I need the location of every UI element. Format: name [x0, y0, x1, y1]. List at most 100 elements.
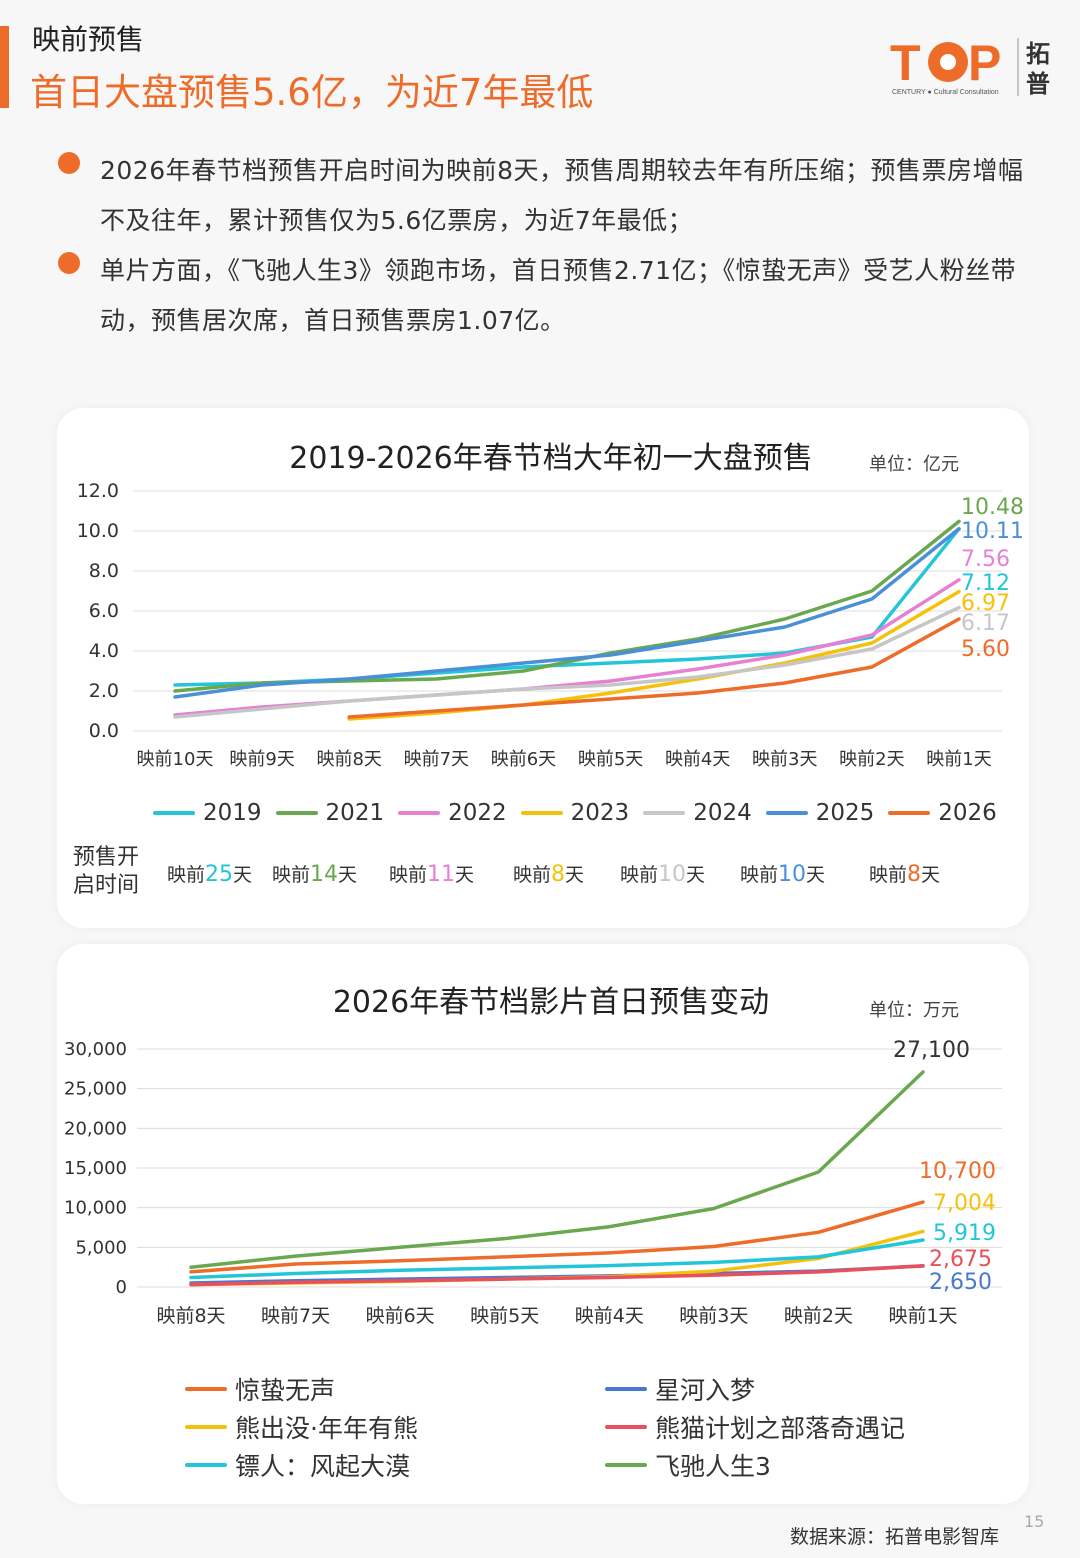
presale-suffix: 天	[338, 864, 358, 886]
y-tick-label: 5,000	[75, 1237, 127, 1258]
legend-label: 惊蛰无声	[235, 1376, 336, 1405]
legend-swatch	[185, 1463, 227, 1467]
legend-item: 星河入梦	[605, 1372, 1005, 1406]
chart-unit: 单位：亿元	[869, 454, 959, 475]
legend-swatch	[605, 1463, 647, 1467]
legend-swatch	[153, 811, 195, 815]
legend-label: 2021	[325, 800, 385, 826]
data-label: 7.56	[961, 547, 1010, 572]
y-tick-label: 0.0	[89, 720, 119, 742]
series-line-2026	[347, 617, 961, 719]
presale-days: 14	[310, 862, 339, 887]
y-tick-label: 10.0	[77, 520, 119, 542]
data-label: 7.12	[961, 571, 1010, 596]
legend-swatch	[888, 811, 931, 815]
presale-start-item: 映前25天	[167, 860, 252, 887]
presale-start-item: 映前11天	[389, 860, 474, 887]
legend-label: 2019	[203, 800, 262, 826]
presale-prefix: 映前	[740, 864, 779, 886]
legend-item: 熊猫计划之部落奇遇记	[605, 1410, 1005, 1444]
data-label: 5,919	[933, 1221, 996, 1246]
presale-start-item: 映前8天	[869, 860, 940, 887]
chart-film-presale: 2026年春节档影片首日预售变动 单位：万元 30,000 25,000 20,00…	[64, 985, 1002, 1327]
presale-days: 25	[205, 862, 234, 887]
x-tick-label: 映前2天	[784, 1305, 853, 1327]
chart-legend: 2019 2021 2022 2023 2024 2025 2026	[153, 800, 997, 826]
x-tick-label: 映前5天	[470, 1305, 539, 1327]
presale-suffix: 天	[686, 864, 706, 886]
presale-prefix: 映前	[389, 864, 428, 886]
data-label: 10.11	[961, 519, 1024, 544]
chart-legend: 惊蛰无声 星河入梦熊出没·年年有熊 熊猫计划之部落奇遇记 镖人：风起大漠 飞驰人生3	[185, 1372, 1005, 1482]
x-tick-label: 映前1天	[888, 1305, 957, 1327]
legend-label: 飞驰人生3	[655, 1452, 771, 1481]
page-number: 15	[1024, 1512, 1045, 1531]
page-headline: 首日大盘预售5.6亿，为近7年最低	[30, 71, 594, 114]
legend-label: 星河入梦	[655, 1376, 756, 1405]
x-tick-label: 映前6天	[366, 1305, 435, 1327]
data-label: 6.17	[961, 611, 1010, 636]
bullet-text: 2026年春节档预售开启时间为映前8天，预售周期较去年有所压缩；预售票房增幅不及…	[100, 156, 1024, 235]
section-title: 映前预售	[32, 23, 145, 56]
presale-start-item: 映前8天	[513, 860, 584, 887]
y-tick-label: 30,000	[64, 1039, 127, 1060]
legend-item: 惊蛰无声	[185, 1372, 605, 1406]
svg-text:CENTURY ● Cultural Consultatio: CENTURY ● Cultural Consultation	[892, 89, 999, 96]
data-label: 7,004	[933, 1191, 996, 1216]
svg-text:普: 普	[1026, 70, 1050, 98]
x-tick-label: 映前4天	[665, 749, 730, 770]
legend-label: 2024	[693, 800, 752, 826]
legend-label: 2026	[938, 800, 997, 826]
brand-logo: T P CENTURY ● Cultural Consultation 拓 普	[888, 32, 1068, 104]
series-line-惊蛰无声	[189, 1200, 925, 1274]
y-tick-label: 12.0	[77, 480, 119, 502]
legend-swatch	[185, 1387, 227, 1391]
x-tick-label: 映前7天	[404, 749, 469, 770]
series-line-2025	[173, 527, 961, 699]
x-tick-label: 映前7天	[261, 1305, 330, 1327]
presale-suffix: 天	[565, 864, 585, 886]
legend-item: 镖人：风起大漠	[185, 1448, 605, 1482]
x-tick-label: 映前2天	[839, 749, 904, 770]
legend-item: 2022	[398, 800, 507, 826]
legend-item: 2023	[520, 800, 630, 826]
legend-item: 熊出没·年年有熊	[185, 1410, 605, 1444]
presale-prefix: 映前	[513, 864, 552, 886]
legend-item: 飞驰人生3	[605, 1448, 1005, 1482]
data-label: 10.48	[961, 495, 1024, 520]
y-tick-label: 2.0	[89, 680, 119, 702]
chart-title: 2019-2026年春节档大年初一大盘预售	[289, 441, 813, 476]
presale-prefix: 映前	[272, 864, 311, 886]
presale-label-line: 启时间	[73, 873, 140, 898]
legend-swatch	[520, 811, 563, 815]
y-tick-label: 4.0	[89, 640, 119, 662]
legend-item: 2025	[765, 800, 875, 826]
chart-card-market-presale: 2019-2026年春节档大年初一大盘预售 单位：亿元 12.0 10.0 8.0 6…	[57, 408, 1029, 928]
presale-start-item: 映前10天	[740, 860, 825, 887]
data-label: 2,675	[929, 1247, 992, 1272]
svg-text:P: P	[968, 35, 1001, 91]
bullet-item: 单片方面，《飞驰人生3》领跑市场，首日预售2.71亿；《惊蛰无声》受艺人粉丝带动…	[56, 246, 1046, 346]
data-label: 2,650	[929, 1270, 992, 1295]
legend-label: 2022	[448, 800, 507, 826]
x-tick-label: 映前6天	[491, 749, 556, 770]
legend-swatch	[275, 811, 318, 815]
presale-suffix: 天	[233, 864, 253, 886]
summary-bullets: 2026年春节档预售开启时间为映前8天，预售周期较去年有所压缩；预售票房增幅不及…	[56, 146, 1046, 346]
presale-suffix: 天	[806, 864, 826, 886]
data-source: 数据来源：拓普电影智库	[790, 1526, 1000, 1548]
presale-start-item: 映前14天	[272, 860, 357, 887]
chart-unit: 单位：万元	[869, 1000, 959, 1021]
legend-label: 2025	[815, 800, 875, 826]
presale-days: 11	[427, 862, 456, 887]
presale-prefix: 映前	[869, 864, 908, 886]
presale-prefix: 映前	[167, 864, 206, 886]
presale-label-line: 预售开	[73, 845, 140, 870]
legend-label: 2023	[570, 800, 630, 826]
x-tick-label: 映前8天	[316, 749, 381, 770]
data-label: 6.97	[961, 591, 1010, 616]
presale-days: 8	[551, 862, 566, 887]
bullet-dot-icon	[58, 152, 80, 174]
y-tick-label: 6.0	[89, 600, 119, 622]
chart-card-film-presale: 2026年春节档影片首日预售变动 单位：万元 30,000 25,000 20,00…	[57, 944, 1029, 1504]
